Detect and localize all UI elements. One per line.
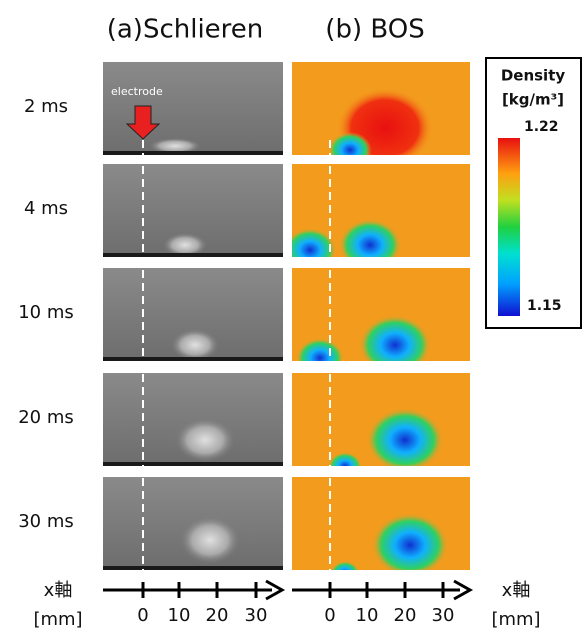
puff — [149, 138, 201, 154]
density-blob — [331, 561, 359, 570]
density-blob — [359, 315, 431, 361]
colorbar-title: Density — [501, 67, 566, 85]
colorbar — [498, 138, 520, 316]
row-label: 20 ms — [18, 407, 74, 428]
ground — [103, 462, 283, 466]
density-blob — [328, 132, 372, 155]
density-blob — [338, 219, 402, 257]
title-a: (a)Schlieren — [107, 15, 264, 45]
electrode-label: electrode — [111, 85, 163, 98]
density-blob — [366, 408, 444, 466]
tick-label: 10 — [356, 605, 379, 626]
puff — [171, 329, 219, 361]
ground — [103, 566, 283, 570]
electrode-arrow — [125, 105, 161, 140]
tick-label: 20 — [394, 605, 417, 626]
axis-unit: [mm] — [33, 609, 82, 630]
colorbar-max: 1.22 — [524, 119, 559, 135]
tick-label: 0 — [137, 605, 148, 626]
arrow — [453, 579, 474, 601]
tick-label: 20 — [206, 605, 229, 626]
tick-label: 10 — [168, 605, 191, 626]
tick-label: 30 — [432, 605, 455, 626]
row-label: 2 ms — [24, 96, 68, 117]
ground — [103, 253, 283, 257]
tick-label: 30 — [245, 605, 268, 626]
density-blob — [371, 513, 449, 570]
puff — [180, 516, 240, 564]
axis-label: x軸 — [502, 580, 531, 601]
puff — [175, 418, 235, 462]
row-label: 10 ms — [18, 302, 74, 323]
density-blob — [292, 228, 337, 257]
ground — [103, 151, 283, 155]
puff — [163, 233, 207, 257]
ground — [103, 357, 283, 361]
density-blob — [328, 452, 362, 466]
axis-unit: [mm] — [491, 609, 540, 630]
colorbar-min: 1.15 — [527, 298, 562, 314]
axis-label: x軸 — [44, 580, 73, 601]
title-b: (b) BOS — [325, 15, 424, 45]
tick-label: 0 — [324, 605, 335, 626]
arrow — [265, 579, 286, 601]
colorbar-unit: [kg/m³] — [502, 91, 564, 109]
row-label: 4 ms — [24, 198, 68, 219]
schlieren-image — [103, 62, 283, 155]
row-label: 30 ms — [18, 511, 74, 532]
density-blob — [337, 88, 433, 155]
density-blob — [296, 338, 344, 361]
